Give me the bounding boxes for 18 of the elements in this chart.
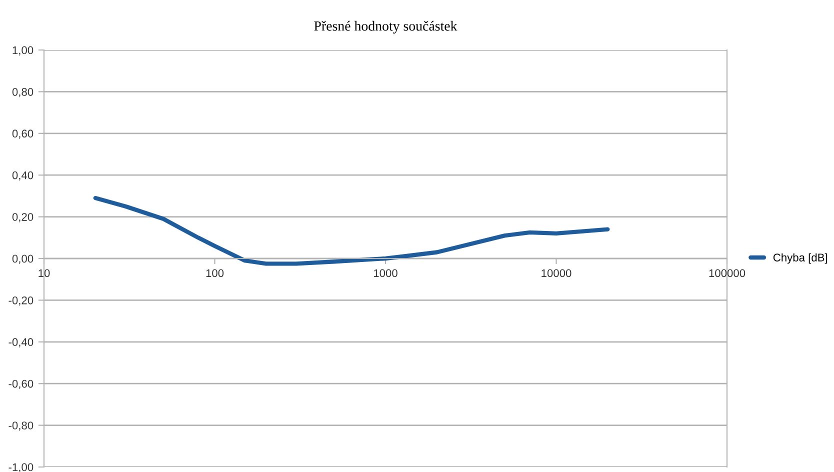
y-tick-label: -1,00 [8, 463, 34, 472]
y-tick-label: 0,60 [12, 130, 34, 139]
y-tick-label: 0,40 [12, 171, 34, 181]
y-tick-label: -0,60 [8, 380, 34, 390]
x-tick-label: 10 [38, 269, 50, 278]
x-tick-label: 100000 [709, 269, 746, 278]
x-tick-label: 1000 [374, 269, 398, 278]
y-tick-label: 0,20 [12, 213, 34, 222]
y-tick-label: -0,80 [8, 422, 34, 431]
x-tick-label: 100 [206, 269, 224, 278]
chart-title: Přesné hodnoty součástek [314, 20, 458, 34]
y-tick-label: 0,80 [12, 88, 34, 98]
y-tick-label: 1,00 [12, 46, 34, 56]
y-tick-label: 0,00 [12, 254, 34, 264]
y-tick-label: -0,40 [8, 338, 34, 348]
x-tick-label: 10000 [542, 269, 572, 278]
y-tick-label: -0,20 [8, 296, 34, 306]
legend-label: Chyba [dB] [773, 253, 828, 264]
